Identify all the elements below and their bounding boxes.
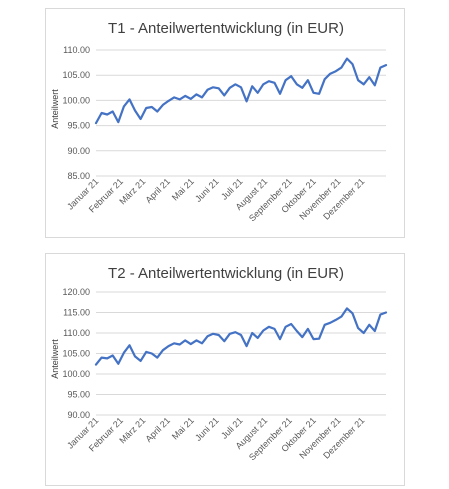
chart-panel-t1: T1 - Anteilwertentwicklung (in EUR) Ante…: [45, 8, 405, 238]
y-tick-label: 100.00: [62, 95, 90, 105]
y-tick-label: 100.00: [62, 369, 90, 379]
y-tick-label: 110.00: [63, 328, 90, 338]
x-tick-label: April 21: [143, 176, 172, 205]
y-tick-label: 90.00: [67, 146, 90, 156]
chart-t1: T1 - Anteilwertentwicklung (in EUR) Ante…: [50, 20, 388, 223]
y-tick-label: 85.00: [67, 171, 90, 181]
series-line: [94, 307, 388, 366]
y-tick-label: 115.00: [63, 308, 90, 318]
y-tick-label: 105.00: [62, 349, 90, 359]
y-tick-label: 120.00: [62, 287, 90, 297]
y-tick-label: 110.00: [63, 45, 90, 55]
chart-panel-t2: T2 - Anteilwertentwicklung (in EUR) Ante…: [45, 253, 405, 486]
x-tick-label: Juni 21: [193, 415, 221, 443]
chart-t2: T2 - Anteilwertentwicklung (in EUR) Ante…: [50, 265, 388, 462]
x-tick-label: Mai 21: [170, 415, 196, 441]
y-tick-label: 95.00: [67, 390, 90, 400]
series-line: [94, 57, 388, 125]
chart-title: T1 - Anteilwertentwicklung (in EUR): [108, 20, 344, 37]
x-tick-label: Mai 21: [170, 176, 196, 202]
y-axis-label: Anteilwert: [50, 89, 60, 129]
x-tick-label: Juni 21: [193, 176, 221, 204]
y-tick-label: 90.00: [67, 410, 90, 420]
y-tick-label: 105.00: [62, 70, 90, 80]
chart-title: T2 - Anteilwertentwicklung (in EUR): [108, 265, 344, 282]
x-tick-label: April 21: [143, 415, 172, 444]
y-axis-label: Anteilwert: [50, 339, 60, 379]
y-tick-label: 95.00: [67, 121, 90, 131]
